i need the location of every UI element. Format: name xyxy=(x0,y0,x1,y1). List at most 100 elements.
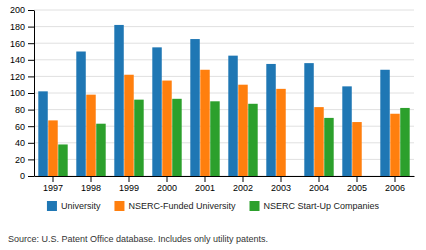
grid-line xyxy=(34,59,414,60)
y-tick-mark xyxy=(28,159,34,160)
bar xyxy=(266,64,275,176)
plot: 0204060801001201401601802001997199819992… xyxy=(10,5,415,193)
y-axis: 020406080100120140160180200 xyxy=(10,5,35,181)
x-tick: 2002 xyxy=(233,176,253,193)
bar xyxy=(152,47,161,176)
x-tick-mark xyxy=(91,176,92,182)
bar xyxy=(248,104,257,176)
y-tick: 80 xyxy=(15,105,34,115)
grid-line xyxy=(34,43,414,44)
y-tick-label: 160 xyxy=(10,39,25,49)
y-tick: 60 xyxy=(15,122,34,132)
y-tick: 200 xyxy=(10,5,34,15)
legend-label: University xyxy=(61,201,101,211)
y-tick: 0 xyxy=(20,171,34,181)
y-tick-mark xyxy=(28,126,34,127)
series xyxy=(58,99,409,176)
bar xyxy=(86,95,95,176)
x-tick: 2001 xyxy=(195,176,215,193)
x-tick-label: 2005 xyxy=(347,183,367,193)
bar xyxy=(304,63,313,176)
legend-label: NSERC-Funded University xyxy=(128,201,236,211)
x-tick: 2000 xyxy=(157,176,177,193)
y-tick-label: 20 xyxy=(15,155,25,165)
legend-swatch xyxy=(114,201,124,211)
y-tick-label: 200 xyxy=(10,5,25,15)
annotation: Source: U.S. Patent Office database. Inc… xyxy=(8,234,268,244)
x-tick-mark xyxy=(205,176,206,182)
y-tick-mark xyxy=(28,143,34,144)
bar xyxy=(190,39,199,176)
x-tick: 1997 xyxy=(43,176,63,193)
bar xyxy=(114,25,123,176)
bar xyxy=(134,100,143,176)
grid-line xyxy=(34,93,414,94)
bar xyxy=(276,89,285,176)
bar xyxy=(48,120,57,176)
bar xyxy=(58,144,67,176)
x-tick-label: 2000 xyxy=(157,183,177,193)
grid xyxy=(34,10,414,176)
x-tick-label: 2003 xyxy=(271,183,291,193)
chart: 0204060801001201401601802001997199819992… xyxy=(0,0,426,250)
bar xyxy=(200,70,209,176)
x-tick-label: 1998 xyxy=(81,183,101,193)
y-tick-label: 60 xyxy=(15,122,25,132)
bar xyxy=(228,56,237,176)
x-tick-mark xyxy=(281,176,282,182)
bar xyxy=(96,124,105,176)
y-tick-label: 80 xyxy=(15,105,25,115)
x-tick: 1998 xyxy=(81,176,101,193)
x-tick: 2003 xyxy=(271,176,291,193)
x-tick-label: 2006 xyxy=(385,183,405,193)
grid-line xyxy=(34,10,414,11)
bar xyxy=(124,75,133,176)
bar xyxy=(76,52,85,177)
x-tick-mark xyxy=(243,176,244,182)
y-tick-label: 120 xyxy=(10,72,25,82)
bars xyxy=(38,25,409,176)
bar xyxy=(162,81,171,176)
legend-item: NSERC-Funded University xyxy=(114,201,236,211)
x-tick-mark xyxy=(129,176,130,182)
x-tick-label: 2002 xyxy=(233,183,253,193)
legend-item: NSERC Start-Up Companies xyxy=(250,201,380,211)
y-tick: 160 xyxy=(10,39,34,49)
y-tick-mark xyxy=(28,93,34,94)
y-tick-mark xyxy=(28,60,34,61)
x-tick-label: 1999 xyxy=(119,183,139,193)
bar xyxy=(342,86,351,176)
grid-line xyxy=(34,26,414,27)
bar xyxy=(38,91,47,176)
bar xyxy=(400,108,409,176)
series xyxy=(48,70,399,176)
x-tick: 2005 xyxy=(347,176,367,193)
y-tick: 120 xyxy=(10,72,34,82)
y-tick-mark xyxy=(28,43,34,44)
y-tick-mark xyxy=(28,76,34,77)
y-tick-label: 0 xyxy=(20,171,25,181)
x-tick: 2004 xyxy=(309,176,329,193)
legend-swatch xyxy=(250,201,260,211)
y-tick-mark xyxy=(28,27,34,28)
bar xyxy=(380,70,389,176)
x-tick-label: 1997 xyxy=(43,183,63,193)
bar xyxy=(286,176,295,177)
bar xyxy=(362,176,371,177)
grid-line xyxy=(34,76,414,77)
y-axis-line xyxy=(34,11,35,177)
legend-item: University xyxy=(47,201,101,211)
legend: University NSERC-Funded University NSERC S… xyxy=(47,201,380,211)
bar xyxy=(390,114,399,176)
y-tick-label: 140 xyxy=(10,55,25,65)
y-tick: 100 xyxy=(10,88,34,98)
y-tick-label: 100 xyxy=(10,88,25,98)
y-tick: 180 xyxy=(10,22,34,32)
bar xyxy=(324,118,333,176)
bar xyxy=(238,85,247,176)
y-tick-label: 180 xyxy=(10,22,25,32)
x-tick-mark xyxy=(395,176,396,182)
x-tick-label: 2001 xyxy=(195,183,215,193)
x-tick-mark xyxy=(357,176,358,182)
legend-swatch xyxy=(47,201,57,211)
